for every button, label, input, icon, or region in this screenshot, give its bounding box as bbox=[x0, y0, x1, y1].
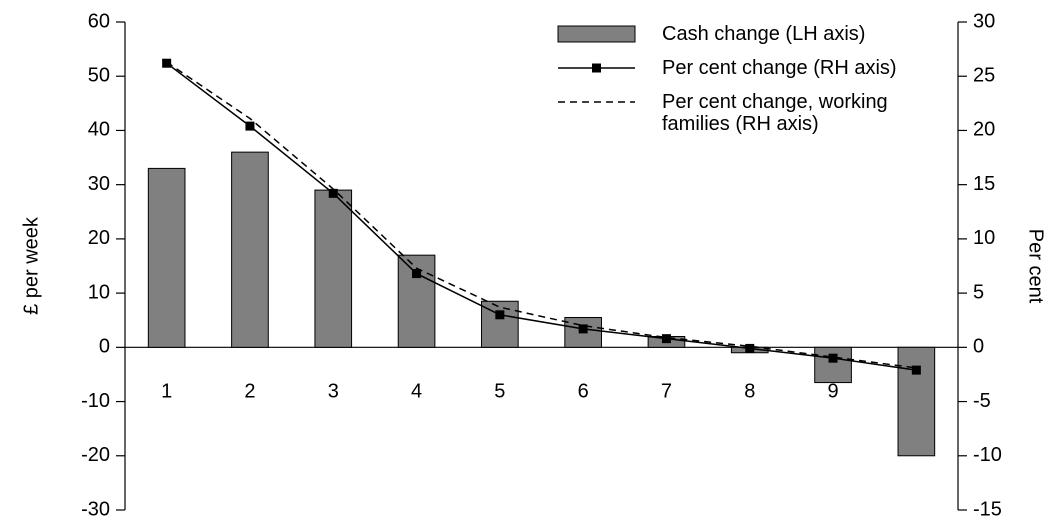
line bbox=[166, 62, 917, 371]
bar bbox=[897, 346, 936, 457]
bar bbox=[814, 346, 852, 384]
marker bbox=[745, 343, 755, 353]
y-tick-label: 20 bbox=[88, 227, 110, 249]
y2-tick-label: 30 bbox=[973, 10, 995, 32]
y-tick-label: 40 bbox=[88, 119, 110, 141]
bar bbox=[314, 189, 353, 348]
x-tick-label: 7 bbox=[661, 381, 672, 403]
marker bbox=[162, 58, 172, 68]
marker bbox=[328, 188, 338, 198]
y-tick-label: 30 bbox=[88, 173, 110, 195]
x-tick-label: 3 bbox=[328, 381, 339, 403]
x-tick-label: 5 bbox=[494, 381, 505, 403]
marker bbox=[911, 365, 921, 375]
x-tick-label: 1 bbox=[161, 381, 172, 403]
bar bbox=[147, 167, 186, 348]
y-tick-label: 10 bbox=[88, 281, 110, 303]
y2-tick-label: 10 bbox=[973, 227, 995, 249]
x-tick-label: 2 bbox=[244, 381, 255, 403]
x-tick-label: 9 bbox=[827, 381, 838, 403]
y-tick-label: -20 bbox=[81, 444, 110, 466]
y-tick-label: -10 bbox=[81, 390, 110, 412]
x-tick-label: 6 bbox=[578, 381, 589, 403]
y2-tick-label: -15 bbox=[973, 498, 1002, 520]
marker bbox=[828, 353, 838, 363]
y-tick-label: 60 bbox=[88, 10, 110, 32]
y-tick-label: 50 bbox=[88, 65, 110, 87]
x-tick-label: 8 bbox=[744, 381, 755, 403]
x-tick-label: 4 bbox=[411, 381, 422, 403]
y2-tick-label: 20 bbox=[973, 119, 995, 141]
legend-swatch bbox=[557, 25, 636, 43]
marker bbox=[578, 324, 588, 334]
y2-tick-label: 0 bbox=[973, 336, 984, 358]
y-tick-label: 0 bbox=[99, 336, 110, 358]
marker bbox=[495, 310, 505, 320]
legend-marker bbox=[592, 63, 601, 73]
y-axis-label: £ per week bbox=[20, 216, 42, 315]
marker bbox=[412, 269, 422, 279]
y2-tick-label: 15 bbox=[973, 173, 995, 195]
line bbox=[166, 61, 917, 369]
legend-label: Per cent change, working families (RH ax… bbox=[662, 91, 888, 135]
bar bbox=[231, 151, 269, 348]
y2-tick-label: -5 bbox=[973, 390, 991, 412]
y2-tick-label: 5 bbox=[973, 281, 984, 303]
marker bbox=[661, 334, 671, 344]
y-tick-label: -30 bbox=[81, 498, 110, 520]
marker bbox=[245, 121, 255, 131]
y2-tick-label: 25 bbox=[973, 65, 995, 87]
legend-label: Per cent change (RH axis) bbox=[662, 57, 897, 79]
y2-axis-label: Per cent bbox=[1025, 229, 1047, 304]
legend-label: Cash change (LH axis) bbox=[662, 23, 866, 45]
y2-tick-label: -10 bbox=[973, 444, 1002, 466]
